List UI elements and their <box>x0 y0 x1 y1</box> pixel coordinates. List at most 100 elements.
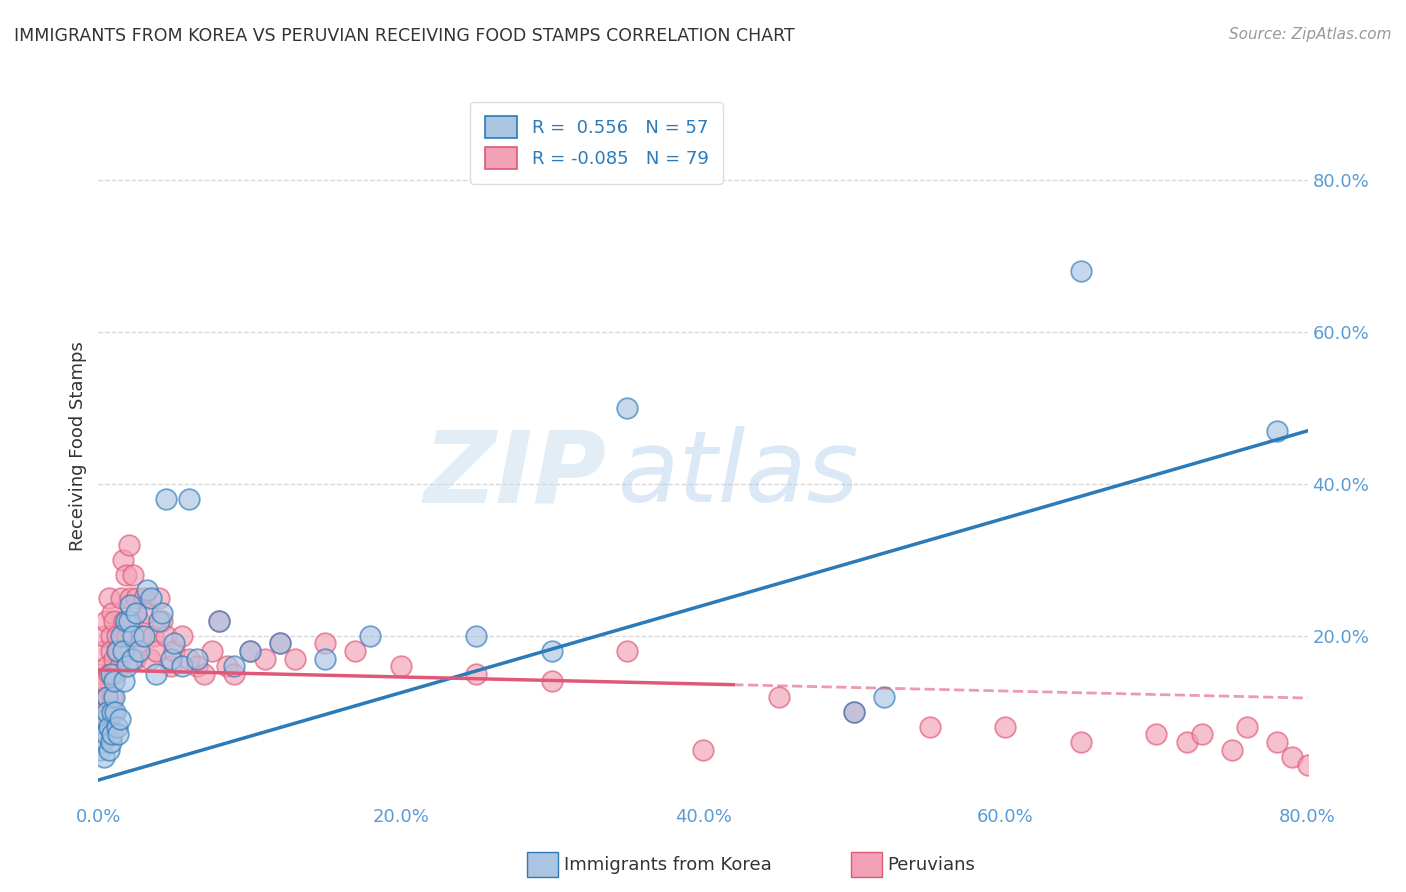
Point <box>96 690 118 704</box>
Point <box>115 629 138 643</box>
Text: Peruvians: Peruvians <box>887 856 976 874</box>
Point <box>1070 735 1092 749</box>
Point <box>360 629 382 643</box>
Point <box>201 644 224 658</box>
Point <box>465 629 488 643</box>
Point <box>314 651 336 665</box>
Point <box>90 720 112 734</box>
Point <box>107 644 129 658</box>
Point <box>98 666 121 681</box>
Point <box>107 727 129 741</box>
Point <box>105 644 128 658</box>
Point <box>314 636 336 650</box>
Point <box>269 636 291 650</box>
Point <box>118 614 141 628</box>
Point <box>224 666 246 681</box>
Point <box>1296 757 1319 772</box>
Point <box>93 674 115 689</box>
Point <box>768 690 790 704</box>
Point <box>94 720 117 734</box>
Point <box>98 591 121 605</box>
Point <box>91 735 114 749</box>
Point <box>100 629 122 643</box>
Point <box>465 666 488 681</box>
Point <box>96 690 118 704</box>
Point <box>122 629 145 643</box>
Point <box>108 659 131 673</box>
Point <box>129 629 152 643</box>
Point <box>111 553 134 567</box>
Point <box>1220 742 1243 756</box>
Point <box>94 614 117 628</box>
Point <box>1144 727 1167 741</box>
Point <box>90 666 112 681</box>
Point <box>98 720 121 734</box>
Point <box>93 629 115 643</box>
Point <box>111 644 134 658</box>
Point <box>1070 264 1092 278</box>
Point <box>1175 735 1198 749</box>
Point <box>115 659 138 673</box>
Point <box>224 659 246 673</box>
Text: IMMIGRANTS FROM KOREA VS PERUVIAN RECEIVING FOOD STAMPS CORRELATION CHART: IMMIGRANTS FROM KOREA VS PERUVIAN RECEIV… <box>14 27 794 45</box>
Point <box>1236 720 1258 734</box>
Point <box>114 614 136 628</box>
Point <box>91 644 114 658</box>
Point <box>121 651 143 665</box>
Point <box>104 666 127 681</box>
Point <box>96 659 118 673</box>
Point <box>179 492 201 507</box>
Point <box>844 705 866 719</box>
Point <box>163 644 186 658</box>
Point <box>100 735 122 749</box>
Point <box>170 659 193 673</box>
Point <box>96 705 118 719</box>
Point <box>101 705 124 719</box>
Point <box>103 651 125 665</box>
Point <box>89 742 111 756</box>
Point <box>389 659 412 673</box>
Point <box>1281 750 1303 764</box>
Point <box>160 659 183 673</box>
Point <box>135 606 157 620</box>
Point <box>93 750 115 764</box>
Point <box>208 614 231 628</box>
Point <box>163 636 186 650</box>
Point <box>193 666 215 681</box>
Point <box>148 591 170 605</box>
Point <box>101 727 124 741</box>
Point <box>1267 424 1289 438</box>
Point <box>150 614 173 628</box>
Point <box>108 712 131 726</box>
Point <box>112 614 135 628</box>
Point <box>148 614 170 628</box>
Point <box>186 651 208 665</box>
Point <box>155 492 177 507</box>
Point <box>103 614 125 628</box>
Point <box>145 644 167 658</box>
Point <box>101 690 124 704</box>
Point <box>253 651 276 665</box>
Point <box>344 644 367 658</box>
Point <box>94 712 117 726</box>
Point <box>135 583 157 598</box>
Point <box>112 674 135 689</box>
Point <box>616 401 638 415</box>
Text: Immigrants from Korea: Immigrants from Korea <box>564 856 772 874</box>
Point <box>128 614 150 628</box>
Point <box>139 651 162 665</box>
Point <box>98 742 121 756</box>
Point <box>540 674 562 689</box>
Point <box>132 629 155 643</box>
Point <box>120 599 142 613</box>
Point <box>284 651 307 665</box>
Text: atlas: atlas <box>619 426 860 523</box>
Point <box>692 742 714 756</box>
Point <box>1327 750 1350 764</box>
Point <box>132 591 155 605</box>
Legend: R =  0.556   N = 57, R = -0.085   N = 79: R = 0.556 N = 57, R = -0.085 N = 79 <box>470 102 723 184</box>
Point <box>103 674 125 689</box>
Point <box>105 720 128 734</box>
Point <box>103 690 125 704</box>
Point <box>89 690 111 704</box>
